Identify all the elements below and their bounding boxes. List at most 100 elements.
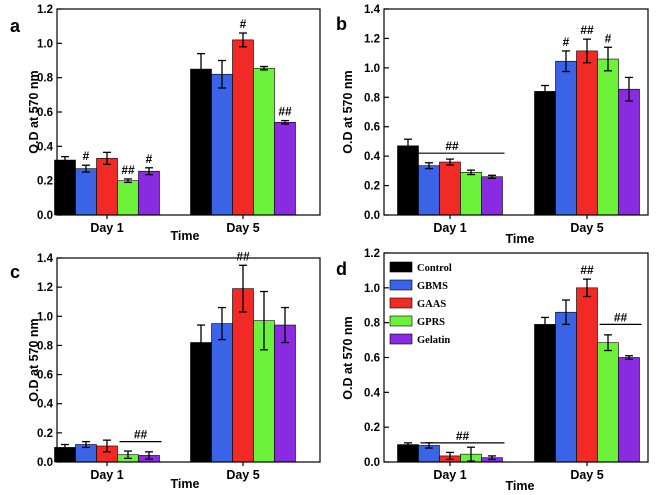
y-tick-label: 1.0 xyxy=(364,63,380,75)
bar-a-gbms-day5 xyxy=(212,74,233,215)
panel-d: ## ## ## 0.0 0.2 0.4 0.6 0.8 1.0 1.2 Day 1 Day 5 Tim… xyxy=(336,248,648,493)
bar-b-gprs-day1 xyxy=(461,172,482,215)
y-tick-label: 1.2 xyxy=(37,4,53,16)
panel-label: b xyxy=(336,14,347,34)
x-tick-label: Day 1 xyxy=(433,468,466,482)
y-tick-label: 0.6 xyxy=(364,122,380,134)
bar-b-control-day5 xyxy=(535,91,556,215)
y-axis-title: O.D at 570 nm xyxy=(27,318,41,401)
y-tick-label: 0.4 xyxy=(364,387,381,399)
bar-d-gprs-day5 xyxy=(598,343,619,462)
y-tick-label: 0.0 xyxy=(364,210,380,222)
legend-swatch-control xyxy=(390,262,412,272)
y-tick-label: 1.2 xyxy=(37,282,53,294)
panel-label: c xyxy=(10,262,20,282)
y-tick-label: 0.2 xyxy=(364,181,380,193)
bar-d-control-day5 xyxy=(535,324,556,462)
x-tick-label: Day 5 xyxy=(570,468,603,482)
significance-marker: ## xyxy=(614,310,628,324)
y-axis-title: O.D at 570 nm xyxy=(27,70,41,153)
y-tick-label: 0.0 xyxy=(37,210,53,222)
significance-marker: # xyxy=(146,152,153,166)
significance-marker: # xyxy=(563,35,570,49)
x-axis-title: Time xyxy=(171,477,200,491)
legend-swatch-gaas xyxy=(390,298,412,308)
y-tick-label: 1.2 xyxy=(364,248,380,260)
bar-b-gbms-day5 xyxy=(556,61,577,215)
legend-label: Control xyxy=(417,263,452,274)
bar-a-gelatin-day5 xyxy=(275,122,296,215)
y-tick-label: 0.6 xyxy=(364,353,380,365)
legend-label: GAAS xyxy=(417,299,446,310)
y-tick-label: 1.2 xyxy=(364,33,380,45)
panel-label: a xyxy=(10,16,21,36)
bar-b-gprs-day5 xyxy=(598,59,619,215)
panel-label: d xyxy=(336,259,347,279)
y-tick-label: 0.8 xyxy=(364,92,381,104)
y-tick-label: 0.0 xyxy=(364,457,380,469)
y-tick-label: 0.8 xyxy=(364,318,381,330)
bar-b-control-day1 xyxy=(398,146,419,215)
legend-label: GPRS xyxy=(417,317,445,328)
panel-c: ####0.00.20.40.60.81.01.21.4Day 1 Day 5Ti… xyxy=(10,249,320,491)
legend-label: GBMS xyxy=(417,281,448,292)
significance-marker: ## xyxy=(580,263,594,277)
significance-marker: ## xyxy=(236,249,250,263)
y-axis-title: O.D at 570 nm xyxy=(341,316,355,399)
x-tick-label: Day 5 xyxy=(226,221,259,235)
legend-swatch-gbms xyxy=(390,280,412,290)
x-axis-title: Time xyxy=(171,229,200,243)
bar-a-control-day5 xyxy=(191,69,212,215)
x-axis-title: Time xyxy=(506,479,535,493)
y-tick-label: 1.4 xyxy=(364,4,381,16)
y-tick-label: 1.0 xyxy=(37,38,53,50)
significance-marker: ## xyxy=(456,429,470,443)
bar-d-gaas-day5 xyxy=(577,288,598,462)
bar-c-gelatin-day5 xyxy=(275,325,296,462)
legend-swatch-gelatin xyxy=(390,334,412,344)
x-tick-label: Day 5 xyxy=(226,468,259,482)
y-tick-label: 0.0 xyxy=(37,457,53,469)
bar-b-gaas-day5 xyxy=(577,51,598,215)
x-tick-label: Day 5 xyxy=(570,221,603,235)
bar-a-gbms-day1 xyxy=(76,169,97,215)
bar-d-control-day1 xyxy=(398,445,419,462)
legend-label: Gelatin xyxy=(417,335,450,346)
figure-canvas: #######0.00.20.40.60.81.01.2Day 1 Day 5Ti… xyxy=(0,0,661,495)
y-axis-title: O.D at 570 nm xyxy=(341,70,355,153)
significance-marker: ## xyxy=(121,163,135,177)
bar-c-gbms-day5 xyxy=(212,324,233,462)
significance-marker: # xyxy=(605,31,612,45)
significance-marker: # xyxy=(83,149,90,163)
x-tick-label: Day 1 xyxy=(433,221,466,235)
bar-c-gaas-day5 xyxy=(233,289,254,462)
significance-marker: ## xyxy=(278,105,292,119)
significance-marker: # xyxy=(240,17,247,31)
bar-a-gprs-day1 xyxy=(118,181,139,215)
bar-a-gprs-day5 xyxy=(254,68,275,215)
legend-swatch-gprs xyxy=(390,316,412,326)
y-tick-label: 1.0 xyxy=(364,283,380,295)
x-tick-label: Day 1 xyxy=(90,221,123,235)
y-tick-label: 0.2 xyxy=(37,176,53,188)
significance-marker: ## xyxy=(134,428,148,442)
x-tick-label: Day 1 xyxy=(90,468,123,482)
bar-d-gelatin-day5 xyxy=(619,358,640,463)
bar-a-gelatin-day1 xyxy=(139,171,160,215)
significance-marker: ## xyxy=(580,23,594,37)
bar-b-gelatin-day1 xyxy=(482,177,503,215)
bar-d-gbms-day5 xyxy=(556,312,577,462)
bar-b-gbms-day1 xyxy=(419,166,440,215)
bar-a-control-day1 xyxy=(55,160,76,215)
bar-a-gaas-day1 xyxy=(97,158,118,215)
bar-b-gelatin-day5 xyxy=(619,89,640,215)
y-tick-label: 0.2 xyxy=(364,422,380,434)
significance-marker: ## xyxy=(445,139,459,153)
bar-a-gaas-day5 xyxy=(233,40,254,215)
y-tick-label: 0.4 xyxy=(364,151,381,163)
y-tick-label: 0.2 xyxy=(37,428,53,440)
y-tick-label: 1.4 xyxy=(37,253,54,265)
legend: Control GBMS GAAS GPRS Gelatin xyxy=(390,262,452,346)
